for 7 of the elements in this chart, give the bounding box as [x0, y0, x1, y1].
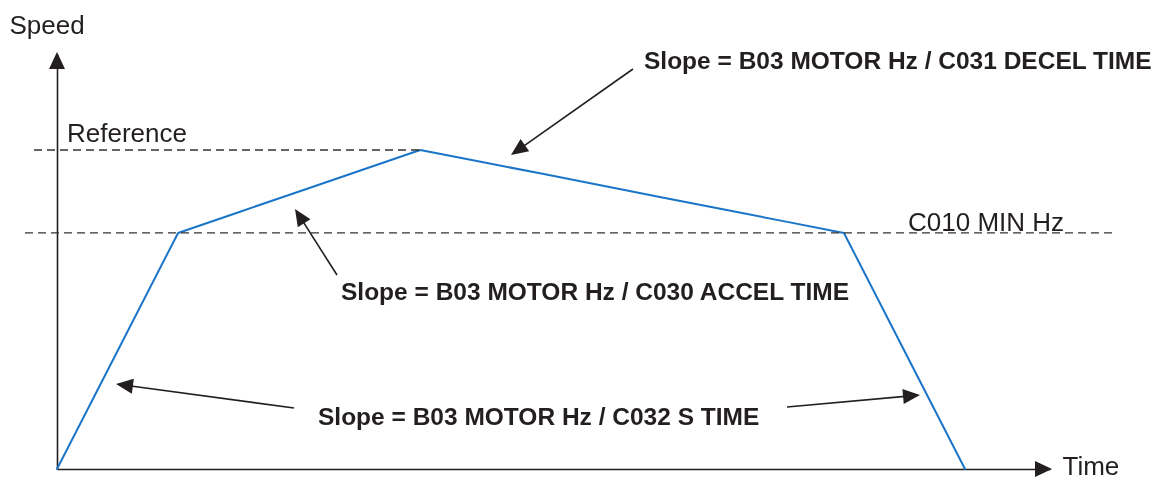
y-axis-title: Speed — [9, 9, 85, 40]
annotation: Slope = B03 MOTOR Hz / C030 ACCEL TIME — [341, 278, 850, 305]
annotation: Slope = B03 MOTOR Hz / C032 S TIME — [318, 403, 760, 430]
x-axis-title: Time — [1062, 450, 1120, 481]
ref-line-label: C010 MIN Hz — [908, 206, 1065, 237]
text: Slope = B03 MOTOR Hz / C031 DECEL TIME — [644, 47, 1152, 74]
ref-line-label: Reference — [67, 118, 187, 148]
